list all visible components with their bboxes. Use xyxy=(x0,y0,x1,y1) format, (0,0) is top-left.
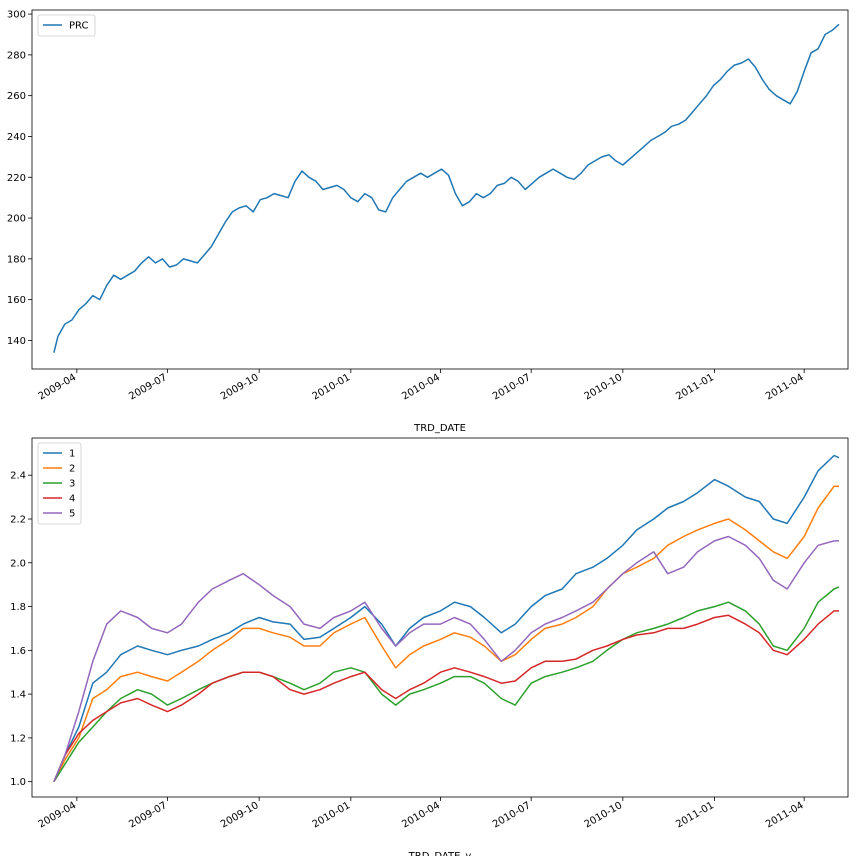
y-tick-label: 1.2 xyxy=(10,733,26,744)
legend-label: 5 xyxy=(69,509,75,520)
y-tick-label: 220 xyxy=(7,173,26,184)
legend-label: 2 xyxy=(69,464,75,475)
y-tick-label: 260 xyxy=(7,91,26,102)
y-tick-label: 280 xyxy=(7,50,26,61)
series-line-4 xyxy=(53,610,839,782)
legend: 1 2 3 4 5 xyxy=(37,442,82,525)
legend: PRC xyxy=(37,14,96,37)
legend-label: 4 xyxy=(69,494,75,505)
y-tick-label: 1.4 xyxy=(10,690,26,701)
y-tick-label: 2.0 xyxy=(10,558,26,569)
series-line-2 xyxy=(53,485,839,783)
x-axis-label: TRD_DATE_y xyxy=(408,851,472,856)
y-tick-label: 140 xyxy=(7,336,26,347)
y-tick-label: 1.0 xyxy=(10,777,26,788)
y-tick-label: 240 xyxy=(7,132,26,143)
plot-frame xyxy=(31,9,849,370)
legend-label: 1 xyxy=(69,449,75,460)
plot-frame xyxy=(31,437,849,798)
y-tick-label: 300 xyxy=(7,10,26,21)
y-tick-label: 2.2 xyxy=(10,514,26,525)
y-tick-label: 1.8 xyxy=(10,602,26,613)
y-tick-label: 160 xyxy=(7,295,26,306)
series-line-3 xyxy=(53,586,840,783)
y-tick-label: 2.4 xyxy=(10,471,26,482)
series-line-1 xyxy=(53,454,840,782)
y-tick-label: 200 xyxy=(7,214,26,225)
series-line-5 xyxy=(53,535,839,782)
series-line-PRC xyxy=(53,23,840,353)
y-tick-label: 1.6 xyxy=(10,646,26,657)
legend-label: 3 xyxy=(69,479,75,490)
legend-label: PRC xyxy=(69,21,88,32)
y-tick-label: 180 xyxy=(7,254,26,265)
x-axis-label: TRD_DATE xyxy=(413,423,466,434)
legend-box xyxy=(37,14,96,37)
